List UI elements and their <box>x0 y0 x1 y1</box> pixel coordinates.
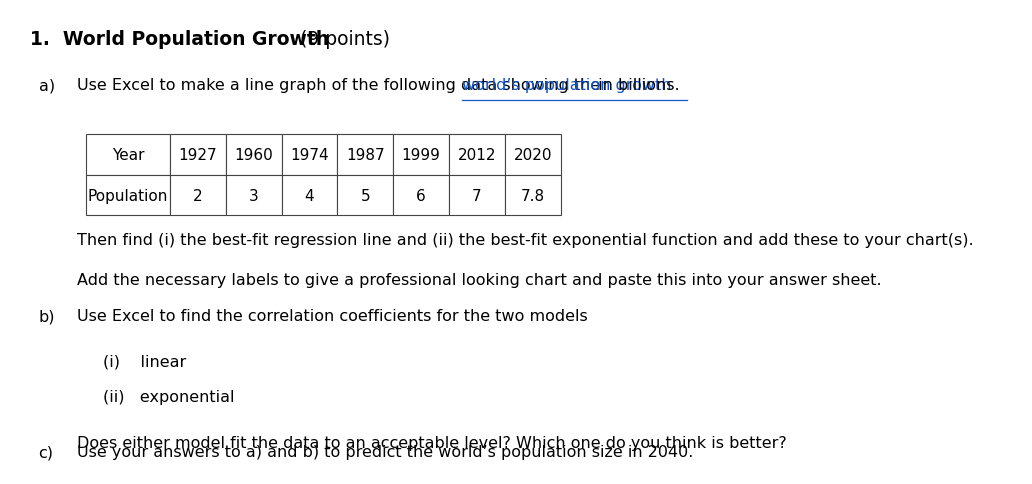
Text: 1974: 1974 <box>290 148 329 163</box>
Text: 2020: 2020 <box>514 148 552 163</box>
Text: 1.  World Population Growth: 1. World Population Growth <box>30 30 329 49</box>
Text: 7.8: 7.8 <box>521 188 545 203</box>
Text: 6: 6 <box>416 188 426 203</box>
Text: Use Excel to make a line graph of the following data showing the: Use Excel to make a line graph of the fo… <box>77 78 606 93</box>
Text: 2012: 2012 <box>458 148 496 163</box>
Text: 2: 2 <box>193 188 202 203</box>
Text: 4: 4 <box>304 188 315 203</box>
Bar <box>282 135 337 175</box>
Bar <box>86 175 170 216</box>
Text: 1927: 1927 <box>179 148 217 163</box>
Text: 1987: 1987 <box>346 148 385 163</box>
Bar <box>505 135 560 175</box>
Text: Add the necessary labels to give a professional looking chart and paste this int: Add the necessary labels to give a profe… <box>77 273 881 288</box>
Text: a): a) <box>38 78 55 93</box>
Text: Year: Year <box>111 148 144 163</box>
Bar <box>226 135 282 175</box>
Bar <box>393 175 449 216</box>
Bar <box>393 135 449 175</box>
Text: (i)    linear: (i) linear <box>103 354 186 369</box>
Text: 7: 7 <box>473 188 482 203</box>
Text: 5: 5 <box>360 188 370 203</box>
Text: Then find (i) the best-fit regression line and (ii) the best-fit exponential fun: Then find (i) the best-fit regression li… <box>77 232 974 247</box>
Text: (9 points): (9 points) <box>294 30 390 49</box>
Text: 1960: 1960 <box>234 148 273 163</box>
Bar <box>449 175 505 216</box>
Text: Use Excel to find the correlation coefficients for the two models: Use Excel to find the correlation coeffi… <box>77 309 588 324</box>
Text: Does either model fit the data to an acceptable level? Which one do you think is: Does either model fit the data to an acc… <box>77 435 787 450</box>
Bar <box>505 175 560 216</box>
Bar <box>449 135 505 175</box>
Text: Population: Population <box>88 188 168 203</box>
Bar <box>170 175 226 216</box>
Bar <box>170 135 226 175</box>
Text: b): b) <box>38 309 55 324</box>
Bar <box>86 135 170 175</box>
Bar <box>337 175 393 216</box>
Text: 3: 3 <box>249 188 259 203</box>
Text: c): c) <box>38 444 54 459</box>
Bar <box>337 135 393 175</box>
Bar <box>282 175 337 216</box>
Text: (ii)   exponential: (ii) exponential <box>103 390 234 405</box>
Bar <box>226 175 282 216</box>
Text: Use your answers to a) and b) to predict the world’s population size in 2040.: Use your answers to a) and b) to predict… <box>77 444 694 459</box>
Text: in billions.: in billions. <box>593 78 680 93</box>
Text: world’s population growth: world’s population growth <box>462 78 672 93</box>
Text: 1999: 1999 <box>401 148 441 163</box>
